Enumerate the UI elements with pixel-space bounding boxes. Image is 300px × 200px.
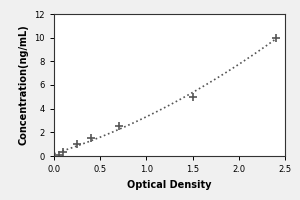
X-axis label: Optical Density: Optical Density [127,180,212,190]
Y-axis label: Concentration(ng/mL): Concentration(ng/mL) [19,25,29,145]
